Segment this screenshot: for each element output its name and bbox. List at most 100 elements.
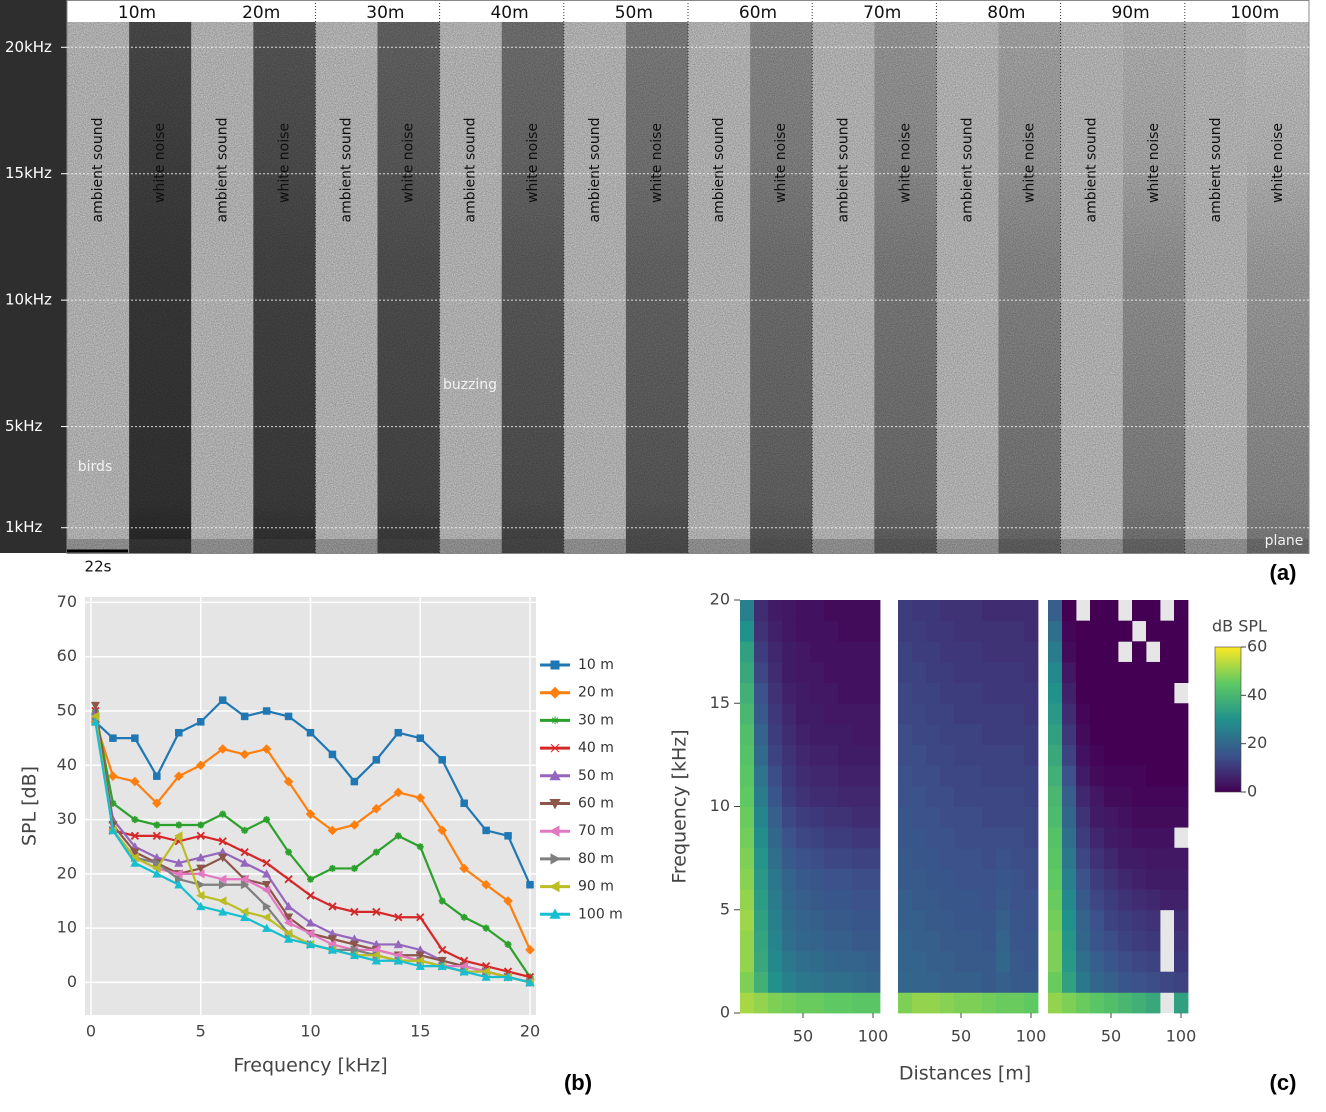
heatmap-cell bbox=[1024, 682, 1039, 704]
heatmap-cell bbox=[1132, 868, 1147, 890]
legend-label: 90 m bbox=[578, 879, 614, 895]
heatmap-cell bbox=[754, 889, 769, 911]
heatmap-cell bbox=[968, 951, 983, 973]
heatmap-cell bbox=[898, 889, 913, 911]
heatmap-cell bbox=[796, 641, 811, 663]
heatmap-cell bbox=[1076, 620, 1091, 642]
heatmap-cell bbox=[782, 703, 797, 725]
heatmap-cell bbox=[1048, 806, 1063, 828]
heatmap-cell bbox=[1104, 682, 1119, 704]
data-point bbox=[415, 792, 426, 803]
heatmap-cell bbox=[740, 951, 755, 973]
heatmap-cell bbox=[796, 703, 811, 725]
data-point bbox=[131, 816, 139, 824]
legend-marker bbox=[549, 799, 561, 810]
heatmap-cell bbox=[740, 703, 755, 725]
data-point bbox=[460, 913, 468, 921]
heatmap-cell bbox=[824, 951, 839, 973]
heatmap-cell bbox=[996, 806, 1011, 828]
x-tick-label: 50 bbox=[951, 1027, 971, 1046]
data-point bbox=[416, 734, 424, 742]
heatmap-cell bbox=[968, 909, 983, 931]
heatmap-cell bbox=[1090, 868, 1105, 890]
heatmap-cell bbox=[1104, 847, 1119, 869]
heatmap-cell bbox=[982, 620, 997, 642]
header bbox=[67, 0, 1317, 22]
heatmap-cell bbox=[926, 723, 941, 745]
data-point bbox=[459, 966, 469, 976]
heatmap-cell bbox=[754, 703, 769, 725]
legend-label: 40 m bbox=[578, 740, 614, 756]
legend-label: 60 m bbox=[578, 796, 614, 812]
heatmap-cell bbox=[1174, 868, 1189, 890]
heatmap-cell bbox=[1048, 971, 1063, 993]
heatmap-cell bbox=[782, 620, 797, 642]
line-panel: 0 5 10 15 20 0 10 20 30 40 50 60 70 Frequency [kHz] SP… bbox=[19, 592, 623, 1077]
heatmap-cell bbox=[940, 703, 955, 725]
heatmap-cell bbox=[1048, 723, 1063, 745]
heatmap-cell bbox=[1010, 641, 1025, 663]
heatmap-cell bbox=[996, 682, 1011, 704]
heatmap-cell bbox=[824, 765, 839, 787]
heatmap-cell bbox=[740, 765, 755, 787]
distance-label: 60m bbox=[739, 3, 777, 23]
heatmap-cell bbox=[912, 723, 927, 745]
heatmap-cell bbox=[1048, 889, 1063, 911]
heatmap-cell bbox=[782, 785, 797, 807]
heatmap-cell bbox=[810, 641, 825, 663]
data-point bbox=[175, 728, 183, 737]
heatmap-cell bbox=[1024, 971, 1039, 993]
data-point bbox=[437, 825, 448, 836]
heatmap-cell bbox=[954, 744, 969, 766]
heatmap-cell bbox=[1024, 992, 1039, 1014]
heatmap-cell bbox=[1146, 600, 1161, 622]
data-point bbox=[372, 756, 381, 764]
data-point bbox=[196, 901, 206, 911]
heatmap-cell bbox=[810, 765, 825, 787]
heatmap-cell bbox=[796, 951, 811, 973]
heatmap-cell bbox=[754, 682, 769, 704]
y-tick-label: 50 bbox=[57, 701, 77, 720]
data-point bbox=[240, 880, 250, 890]
heatmap-cell bbox=[1048, 765, 1063, 787]
heatmap-cell bbox=[926, 847, 941, 869]
heatmap-cell bbox=[768, 827, 783, 849]
heatmap-cell bbox=[838, 889, 853, 911]
heatmap-cell bbox=[1062, 868, 1077, 890]
data-point bbox=[305, 939, 316, 949]
heatmap-cell bbox=[1010, 930, 1025, 952]
heatmap-cell bbox=[824, 661, 839, 683]
heatmap-cell bbox=[782, 847, 797, 869]
data-point bbox=[394, 728, 403, 737]
heatmap-cell bbox=[768, 703, 783, 725]
heatmap-cell bbox=[996, 703, 1011, 725]
heatmap-cell bbox=[1132, 930, 1147, 952]
heatmap-cell bbox=[1048, 703, 1063, 725]
heatmap-cell bbox=[954, 641, 969, 663]
heatmap-cell bbox=[912, 661, 927, 683]
heatmap-cell bbox=[982, 992, 997, 1014]
heatmap-cell bbox=[754, 827, 769, 849]
heatmap-cell bbox=[940, 909, 955, 931]
legend-item: 30 m bbox=[540, 712, 614, 728]
heatmap-cell bbox=[1024, 868, 1039, 890]
heatmap-cell bbox=[954, 723, 969, 745]
heatmap-cell bbox=[954, 827, 969, 849]
heatmap-cell bbox=[810, 930, 825, 952]
heatmap-cell bbox=[954, 806, 969, 828]
heatmap-cell bbox=[1104, 971, 1119, 993]
heatmap-cell bbox=[1104, 951, 1119, 973]
heatmap-cell bbox=[1010, 600, 1025, 622]
heatmap-cell bbox=[940, 971, 955, 993]
heatmap-cell bbox=[740, 930, 755, 952]
heatmap-cell bbox=[982, 785, 997, 807]
heatmap-cell bbox=[954, 785, 969, 807]
heatmap-cell bbox=[1062, 992, 1077, 1014]
heatmap-cell bbox=[768, 868, 783, 890]
heatmap-cell bbox=[810, 600, 825, 622]
heatmap-cell bbox=[1174, 785, 1189, 807]
heatmap-cell bbox=[1062, 765, 1077, 787]
heatmap-cell bbox=[940, 992, 955, 1014]
